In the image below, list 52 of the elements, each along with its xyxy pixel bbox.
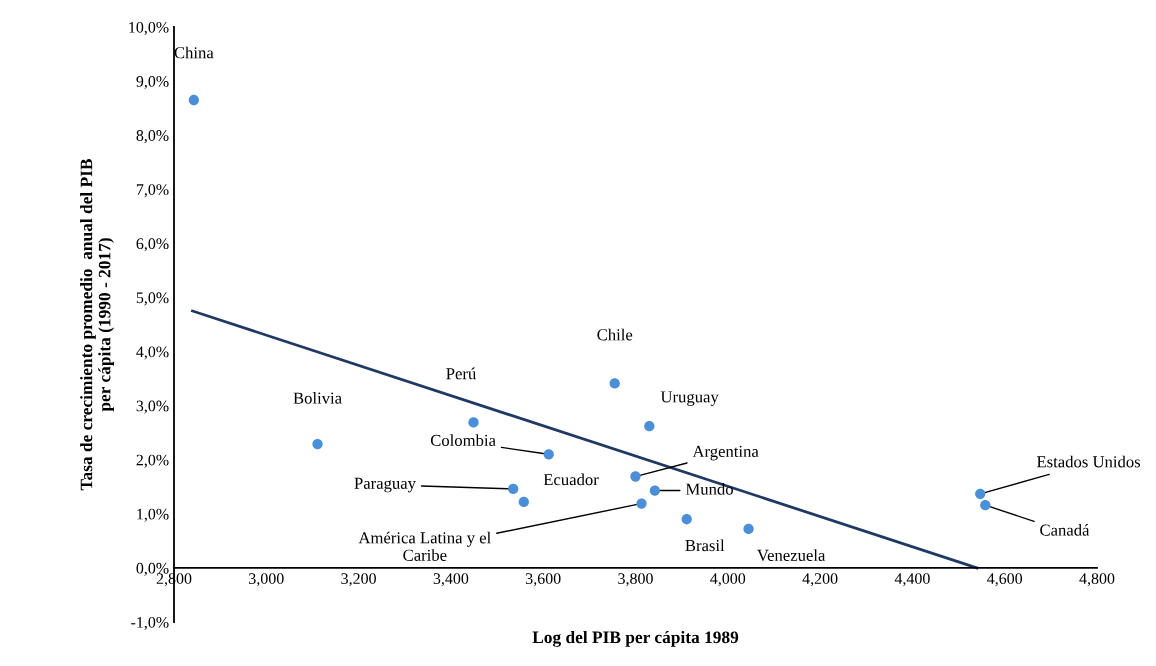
x-tick-label: 4,200 [802,573,838,587]
annotation: Paraguay [354,477,416,493]
y-tick-label: 9,0% [136,76,169,90]
point [543,449,554,460]
x-tick-label: 4,400 [894,573,930,587]
point [980,500,991,511]
x-tick-label: 4,800 [1079,573,1115,587]
point [649,485,661,496]
point [518,496,529,508]
point [609,378,620,389]
y-tick-label: 2,0% [136,454,169,468]
point [975,488,986,499]
point [644,421,655,432]
y-tick-label: 8,0% [136,130,169,144]
y-tick-label: -1,0% [131,616,169,630]
annotation: Canadá [1040,523,1090,536]
y-tick-label: 4,0% [136,346,169,360]
x-tick-label: 3,400 [433,573,469,587]
y-tick-label: 10,0% [129,21,169,35]
annotation: Ecuador [543,473,599,486]
x-tick-label: 4,600 [987,573,1023,587]
point [188,94,199,106]
x-tick-label: 3,200 [341,573,376,587]
point [636,498,647,509]
x-tick-label: 3,600 [525,573,561,587]
annotation: Chile [597,328,633,341]
x-tick-label: 3,000 [249,573,284,587]
y-tick-label: 6,0% [136,238,169,252]
y-tick-label: 7,0% [136,184,169,198]
x-axis-title: Log del PIB per cápita 1989 [532,630,739,647]
annotation: Mundo [685,483,733,495]
point [681,514,692,525]
point [630,471,641,482]
annotation: Venezuela [757,549,826,561]
annotation: Argentina [692,445,759,461]
point [743,523,754,535]
annotation: Estados Unidos [1036,455,1141,468]
x-tick-label: 4,000 [710,573,746,587]
point [508,483,519,495]
annotation: Brasil [685,539,725,552]
annotation: Bolivia [293,392,342,404]
x-tick-label: 3,800 [618,573,653,587]
annotation: Perú [446,367,477,380]
annotation: América Latina y el Caribe [358,531,491,561]
y-axis-title: Tasa de crecimiento promedio anual del PIB per cápita (1990 - 2017) [80,158,114,491]
annotation: Uruguay [660,391,719,406]
y-tick-label: 3,0% [136,400,169,414]
point [312,438,323,450]
annotation: Colombia [430,434,496,446]
y-tick-label: 1,0% [137,508,169,522]
y-tick-label: 5,0% [136,292,169,306]
point [468,417,479,428]
